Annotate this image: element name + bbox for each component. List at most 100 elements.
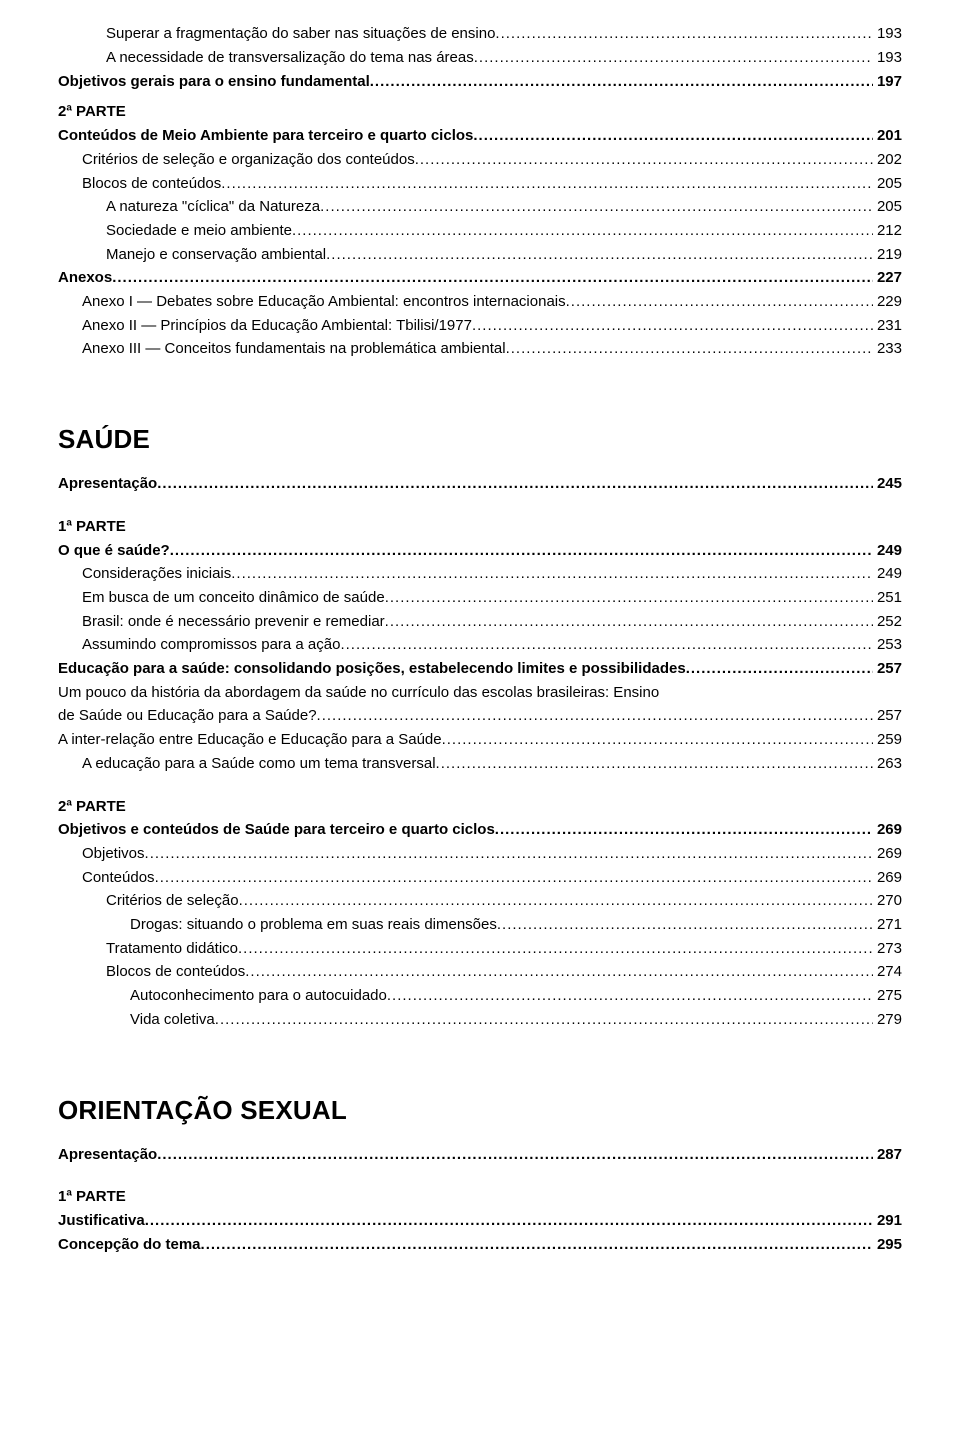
toc-dots	[436, 753, 873, 776]
toc-page: 233	[873, 338, 902, 361]
toc-dots	[201, 1234, 873, 1257]
toc-dots	[506, 338, 873, 361]
toc-dots	[245, 961, 873, 984]
toc-page: 291	[873, 1210, 902, 1233]
toc-text: Um pouco da história da abordagem da saú…	[58, 684, 659, 701]
toc-page: 193	[873, 47, 902, 70]
toc-text: Assumindo compromissos para a ação	[82, 634, 340, 657]
toc-dots	[239, 890, 873, 913]
toc-line: Superar a fragmentação do saber nas situ…	[58, 23, 902, 46]
toc-text: Apresentação	[58, 473, 157, 496]
toc-page: 205	[873, 196, 902, 219]
toc-page: 249	[873, 540, 902, 563]
toc-page: 212	[873, 220, 902, 243]
toc-dots	[112, 267, 873, 290]
toc-text: Blocos de conteúdos	[82, 173, 221, 196]
toc-text: Brasil: onde é necessário prevenir e rem…	[82, 611, 385, 634]
toc-page: 275	[873, 985, 902, 1008]
parte-header-1a-orient: 1ª PARTE	[58, 1186, 902, 1209]
toc-dots	[215, 1009, 873, 1032]
toc-text: O que é saúde?	[58, 540, 170, 563]
toc-text: Anexo II — Princípios da Educação Ambien…	[82, 315, 472, 338]
parte-header-label: 2ª PARTE	[58, 796, 126, 819]
toc-page: 263	[873, 753, 902, 776]
toc-dots	[145, 843, 873, 866]
toc-line: Critérios de seleção 270	[58, 890, 902, 913]
toc-line: A inter-relação entre Educação e Educaçã…	[58, 729, 902, 752]
toc-line: Blocos de conteúdos 274	[58, 961, 902, 984]
toc-dots	[231, 563, 873, 586]
toc-page: 259	[873, 729, 902, 752]
toc-dots	[415, 149, 873, 172]
toc-line: Conteúdos de Meio Ambiente para terceiro…	[58, 125, 902, 148]
toc-page: 251	[873, 587, 902, 610]
toc-line: Conteúdos 269	[58, 867, 902, 890]
toc-text: Tratamento didático	[106, 938, 238, 961]
toc-page: 193	[873, 23, 902, 46]
toc-line: Em busca de um conceito dinâmico de saúd…	[58, 587, 902, 610]
parte-header-2a: 2ª PARTE	[58, 101, 902, 124]
section-heading-orientacao: ORIENTAÇÃO SEXUAL	[58, 1095, 902, 1126]
toc-line: Objetivos 269	[58, 843, 902, 866]
toc-dots	[474, 47, 873, 70]
toc-dots	[473, 125, 873, 148]
toc-line: Objetivos gerais para o ensino fundament…	[58, 71, 902, 94]
toc-line: Critérios de seleção e organização dos c…	[58, 149, 902, 172]
toc-page: 197	[873, 71, 902, 94]
toc-text: Concepção do tema	[58, 1234, 201, 1257]
toc-text: Em busca de um conceito dinâmico de saúd…	[82, 587, 385, 610]
toc-line: Manejo e conservação ambiental 219	[58, 244, 902, 267]
toc-block-4b: A inter-relação entre Educação e Educaçã…	[58, 729, 902, 775]
toc-block-1: Superar a fragmentação do saber nas situ…	[58, 23, 902, 93]
toc-page: 229	[873, 291, 902, 314]
toc-dots	[326, 244, 873, 267]
toc-text: de Saúde ou Educação para a Saúde?	[58, 705, 317, 728]
toc-line: Objetivos e conteúdos de Saúde para terc…	[58, 819, 902, 842]
toc-block-4: O que é saúde? 249Considerações iniciais…	[58, 540, 902, 681]
toc-text: A natureza "cíclica" da Natureza	[106, 196, 320, 219]
parte-header-2a-saude: 2ª PARTE	[58, 796, 902, 819]
toc-dots	[320, 196, 873, 219]
toc-line: Sociedade e meio ambiente 212	[58, 220, 902, 243]
toc-dots	[495, 819, 873, 842]
toc-text: Apresentação	[58, 1144, 157, 1167]
toc-page: 287	[873, 1144, 902, 1167]
toc-dots	[385, 611, 873, 634]
toc-line: Considerações iniciais 249	[58, 563, 902, 586]
toc-dots	[387, 985, 873, 1008]
toc-line-multiline-1: Um pouco da história da abordagem da saú…	[58, 682, 902, 705]
toc-text: Manejo e conservação ambiental	[106, 244, 326, 267]
toc-line: Anexos 227	[58, 267, 902, 290]
toc-text: Critérios de seleção e organização dos c…	[82, 149, 415, 172]
toc-line: Anexo II — Princípios da Educação Ambien…	[58, 315, 902, 338]
toc-line: O que é saúde? 249	[58, 540, 902, 563]
toc-line: Justificativa 291	[58, 1210, 902, 1233]
toc-text: A inter-relação entre Educação e Educaçã…	[58, 729, 442, 752]
parte-header-label: 1ª PARTE	[58, 516, 126, 539]
toc-line: Concepção do tema 295	[58, 1234, 902, 1257]
toc-dots	[155, 867, 873, 890]
section-heading-saude: SAÚDE	[58, 424, 902, 455]
toc-line: Apresentação 287	[58, 1144, 902, 1167]
toc-text: Vida coletiva	[130, 1009, 215, 1032]
parte-header-label: 1ª PARTE	[58, 1186, 126, 1209]
toc-text: Blocos de conteúdos	[106, 961, 245, 984]
toc-page: 274	[873, 961, 902, 984]
toc-block-3: Apresentação 245	[58, 473, 902, 496]
toc-dots	[566, 291, 873, 314]
toc-dots	[317, 705, 873, 728]
toc-line: Tratamento didático 273	[58, 938, 902, 961]
toc-text: Conteúdos de Meio Ambiente para terceiro…	[58, 125, 473, 148]
toc-text: Drogas: situando o problema em suas reai…	[130, 914, 497, 937]
toc-text: Objetivos e conteúdos de Saúde para terc…	[58, 819, 495, 842]
toc-text: A educação para a Saúde como um tema tra…	[82, 753, 436, 776]
toc-text: Sociedade e meio ambiente	[106, 220, 292, 243]
toc-page: 279	[873, 1009, 902, 1032]
toc-page: 257	[873, 705, 902, 728]
toc-page: 269	[873, 843, 902, 866]
toc-dots	[145, 1210, 873, 1233]
toc-line: A educação para a Saúde como um tema tra…	[58, 753, 902, 776]
toc-line: Vida coletiva 279	[58, 1009, 902, 1032]
toc-dots	[385, 587, 873, 610]
toc-page: 252	[873, 611, 902, 634]
